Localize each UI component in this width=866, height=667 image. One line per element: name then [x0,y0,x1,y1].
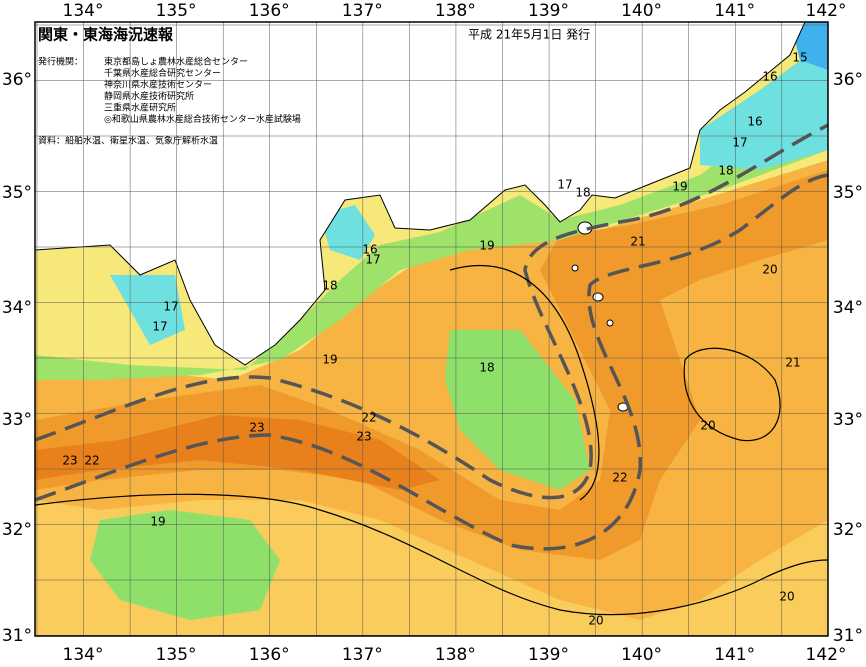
contour-label: 17 [557,178,572,192]
contour-label: 20 [700,419,715,433]
issuer: 神奈川県水産技術センター [104,79,212,91]
contour-label: 19 [479,239,494,253]
longitude-label: 134° [63,645,104,665]
isotherm [683,347,781,442]
latitude-label: 34° [2,298,32,318]
contour-label: 18 [718,164,733,178]
sea-deep-orange [35,415,440,490]
longitude-label: 141° [714,645,755,665]
longitude-label: 136° [249,645,290,665]
island [592,292,604,302]
longitude-label: 140° [621,1,662,21]
title: 関東・東海海況速報 [38,26,174,44]
longitude-label: 139° [528,1,569,21]
contour-label: 19 [150,515,165,529]
contour-label: 23 [249,421,264,435]
latitude-label: 31° [2,626,32,646]
longitude-label: 142° [806,645,847,665]
contour-label: 20 [588,614,603,628]
longitude-label: 134° [63,1,104,21]
land [35,22,806,366]
map-body [35,22,828,636]
latitude-label: 34° [833,298,863,318]
contour-label: 18 [575,186,590,200]
contour-label: 17 [732,136,747,150]
issuer: 東京都島しょ農林水産総合センター [104,56,248,68]
issuer: ◎和歌山県農林水産総合技術センター水産試験場 [104,113,301,125]
longitude-label: 135° [156,1,197,21]
longitude-label: 141° [714,1,755,21]
contour-label: 15 [792,51,807,65]
isotherm [35,493,828,616]
longitude-label: 142° [806,1,847,21]
longitude-label: 138° [435,1,476,21]
longitude-label: 139° [528,645,569,665]
contour-label: 22 [361,411,376,425]
island [606,319,614,327]
kuroshio-north [35,123,828,500]
contour-label: 19 [322,353,337,367]
latitude-label: 36° [2,70,32,90]
latitude-label: 32° [2,520,32,540]
kuroshio [35,123,828,551]
latitude-label: 31° [833,626,863,646]
latitude-label: 35° [833,183,863,203]
latitude-label: 33° [2,410,32,430]
island [571,264,579,272]
contour-label: 18 [322,279,337,293]
longitude-label: 138° [435,645,476,665]
contour-label: 23 [62,454,77,468]
data-source: 資料：船舶水温、衛星水温、気象庁解析水温 [38,135,218,147]
contour-label: 21 [630,235,645,249]
contour-label: 20 [762,263,777,277]
contour-label: 16 [762,70,777,84]
contour-label: 16 [362,243,377,257]
contour-label: 22 [84,454,99,468]
sea-green-center [445,330,590,490]
issuer: 静岡県水産技術研究所 [104,90,194,102]
channel-cyan [110,275,185,345]
sea-cyan [700,40,828,170]
latitude-label: 33° [833,410,863,430]
contour-label: 20 [779,590,794,604]
issue-date: 平成 21年5月1日 発行 [468,28,590,42]
longitude-label: 140° [621,645,662,665]
contour-label: 18 [479,361,494,375]
issuer: 三重県水産研究所 [104,102,176,114]
contour-label: 17 [365,253,380,267]
isotherms [35,264,828,616]
contour-label: 22 [612,471,627,485]
longitude-label: 135° [156,645,197,665]
contour-label: 21 [785,356,800,370]
issuer: 千葉県水産総合研究センター [104,67,221,79]
map-frame [34,21,829,637]
isotherm [449,264,600,501]
contour-label: 17 [163,300,178,314]
contour-label: 23 [356,430,371,444]
longitude-label: 136° [249,1,290,21]
issuers-list: 東京都島しょ農林水産総合センター千葉県水産総合研究センター神奈川県水産技術センタ… [104,56,301,126]
latitude-label: 35° [2,183,32,203]
longitude-label: 137° [342,1,383,21]
latitude-label: 32° [833,520,863,540]
contour-label: 17 [152,320,167,334]
contour-label: 19 [672,180,687,194]
longitude-label: 137° [342,645,383,665]
issuers-label: 発行機関： [38,56,83,68]
sea-green-south [90,510,280,620]
latitude-label: 36° [833,70,863,90]
sea-green-coast [35,90,828,380]
kuroshio-south [35,173,828,551]
contour-label: 16 [747,115,762,129]
